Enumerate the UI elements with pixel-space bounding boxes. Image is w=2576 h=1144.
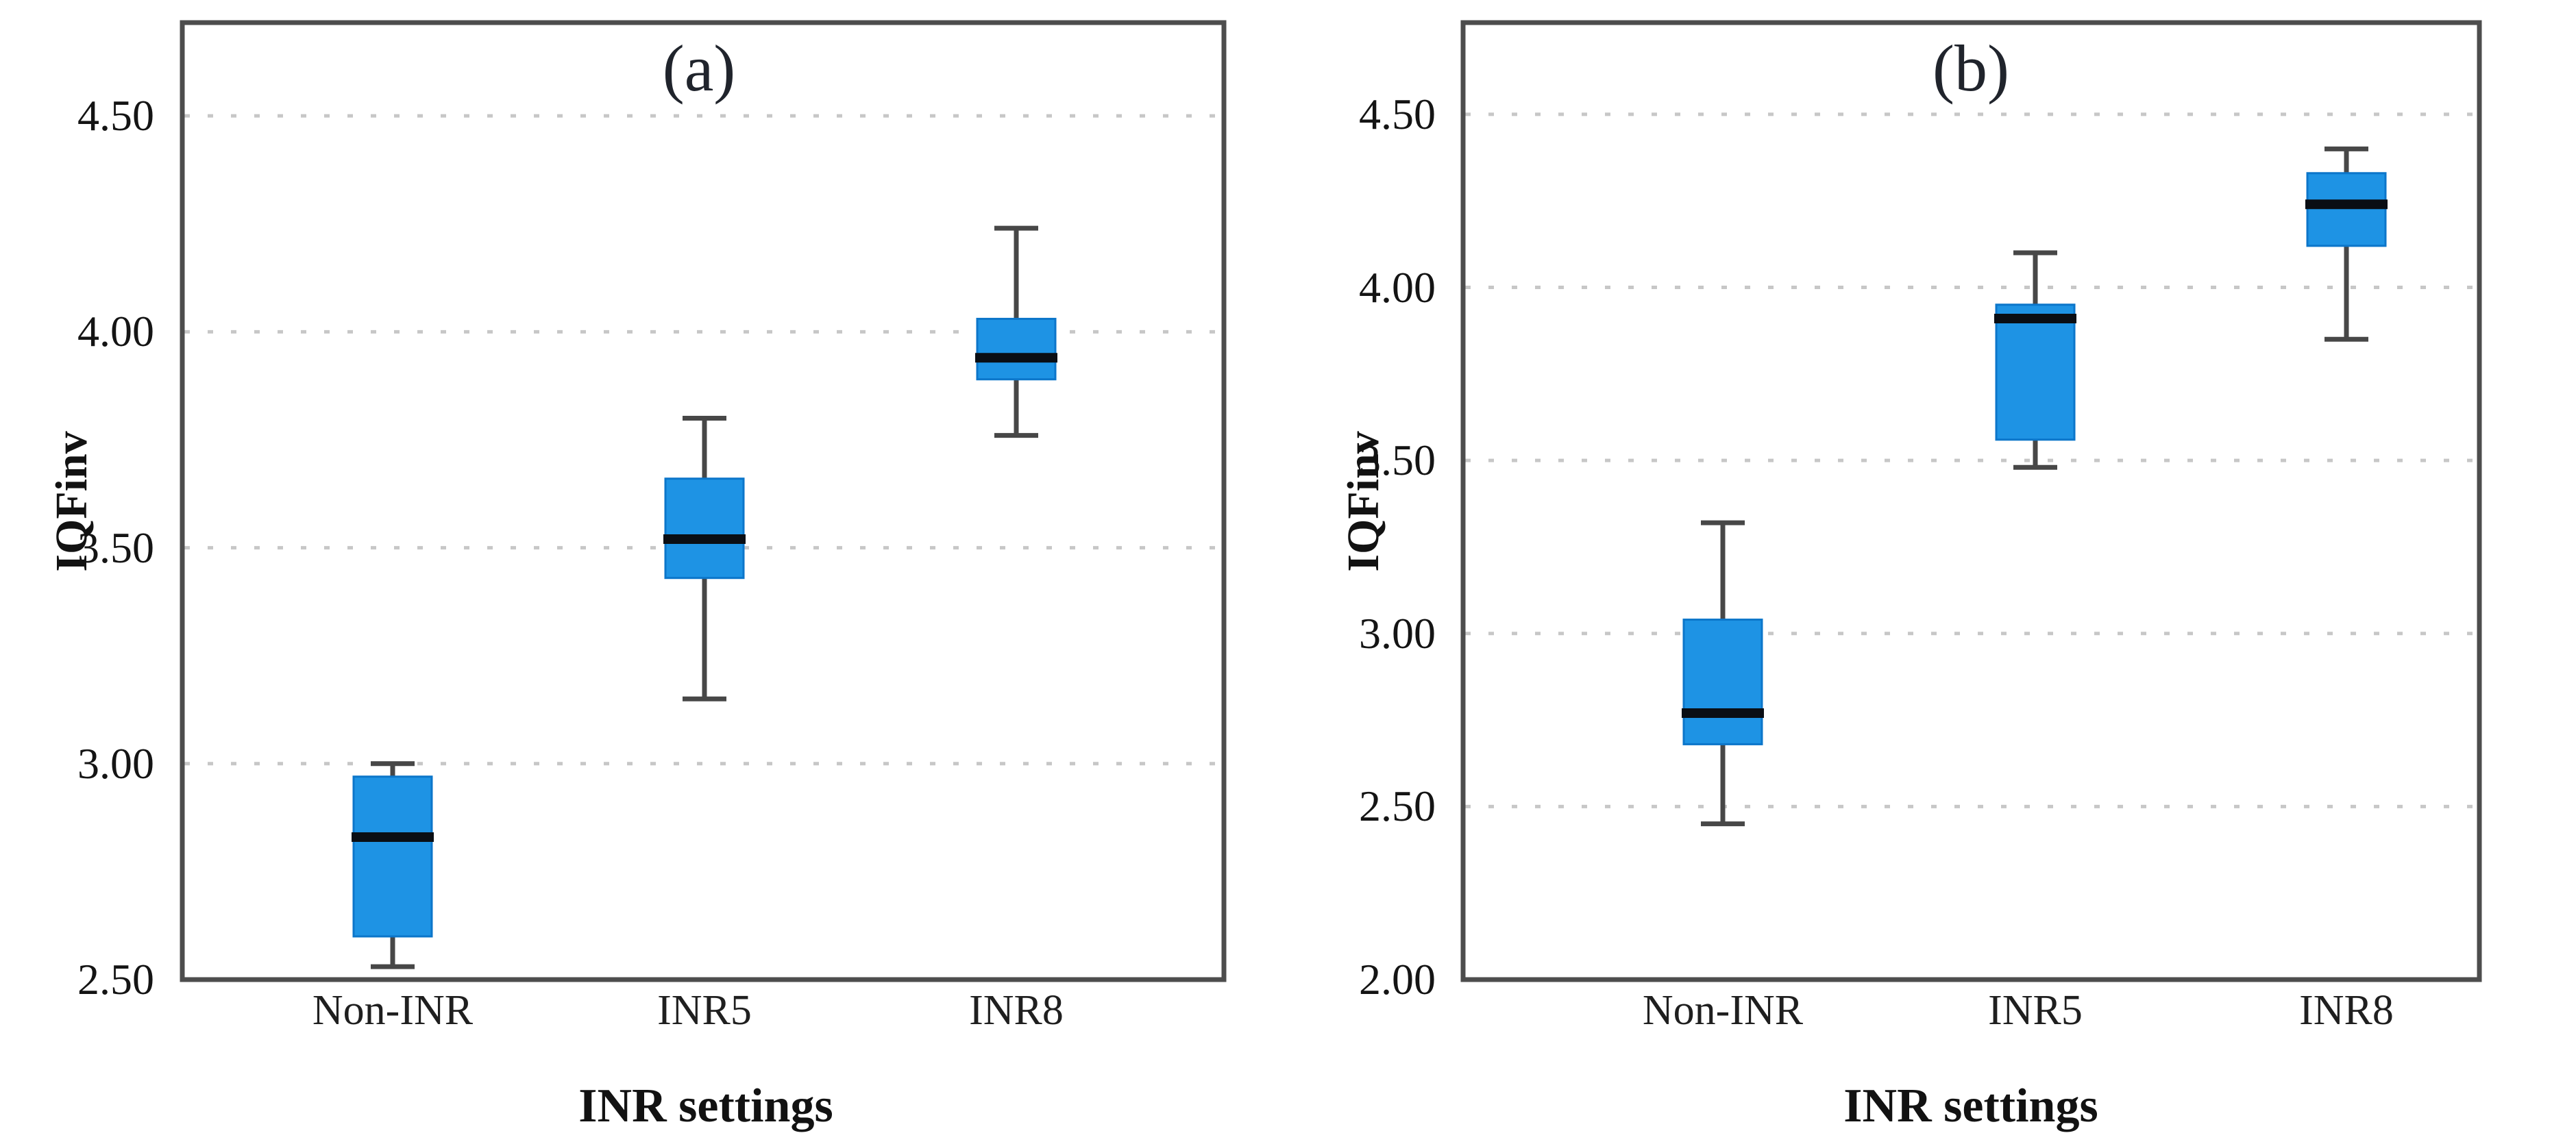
iqr-box	[352, 775, 433, 938]
iqr-box	[664, 477, 745, 580]
iqr-box	[976, 317, 1057, 381]
iqr-box	[1682, 619, 1763, 745]
plot-frame	[1460, 20, 2482, 982]
iqr-box	[2306, 172, 2387, 247]
iqr-box	[1995, 303, 2076, 441]
plot-frame	[180, 20, 1227, 982]
